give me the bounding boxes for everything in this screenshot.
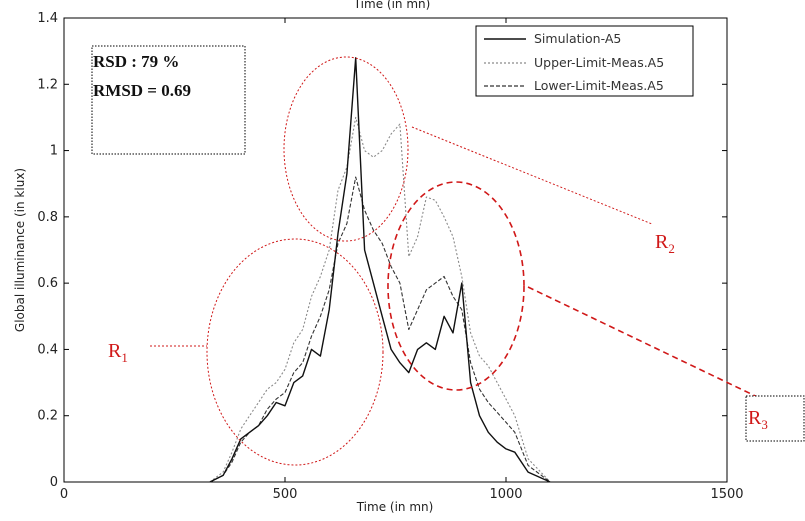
region-r3-subscript: 3 [761, 417, 768, 432]
series-layer [209, 57, 551, 483]
x-tick-label: 500 [273, 487, 298, 502]
region-r2-leader [411, 126, 653, 225]
region-annotations: R1 R2 R3 [108, 56, 805, 466]
x-axis-title: Time (in mn) [356, 500, 434, 514]
chart-title: Time (in mn) [353, 0, 431, 11]
region-r2-subscript: 2 [668, 241, 675, 256]
axis-ticks: 0 500 1000 1500 0 0.2 0.4 0.6 0.8 1 1.2 1.4 [37, 11, 743, 502]
rsd-text: RSD : 79 % [93, 52, 179, 71]
legend-label-simulation: Simulation-A5 [534, 31, 621, 46]
y-tick-label: 0.6 [37, 276, 58, 291]
series-line-upper-limit-meas-a5 [209, 116, 551, 483]
y-tick-label: 0.4 [37, 342, 58, 357]
region-r3-letter: R [748, 407, 762, 429]
y-tick-label: 1 [50, 144, 58, 159]
series-line-simulation-a5 [209, 57, 551, 483]
legend: Simulation-A5 Upper-Limit-Meas.A5 Lower-… [475, 25, 694, 97]
rmsd-text: RMSD = 0.69 [93, 81, 191, 100]
stats-box-frame [91, 45, 246, 155]
region-r3-box [745, 395, 805, 442]
y-tick-label: 0 [50, 475, 58, 490]
region-r1-letter: R [108, 340, 122, 362]
stats-box: RSD : 79 % RMSD = 0.69 [91, 45, 246, 155]
region-r3-ellipse [387, 181, 525, 391]
region-r3-label: R3 [748, 407, 768, 432]
series-line-lower-limit-meas-a5 [209, 176, 551, 483]
y-tick-label: 0.2 [37, 409, 58, 424]
region-r2-label: R2 [655, 231, 675, 256]
region-r2-letter: R [655, 231, 669, 253]
legend-label-lower: Lower-Limit-Meas.A5 [534, 78, 664, 93]
region-r1-label: R1 [108, 340, 128, 365]
y-tick-label: 1.2 [37, 77, 58, 92]
legend-label-upper: Upper-Limit-Meas.A5 [534, 55, 664, 70]
x-tick-label: 0 [60, 487, 68, 502]
x-tick-label: 1500 [710, 487, 743, 502]
y-axis-title: Global illuminance (in klux) [13, 168, 27, 332]
region-r3-leader [527, 286, 771, 404]
region-r1-ellipse [206, 238, 384, 466]
x-tick-label: 1000 [489, 487, 522, 502]
y-tick-label: 0.8 [37, 210, 58, 225]
region-r1-subscript: 1 [121, 350, 128, 365]
y-tick-label: 1.4 [37, 11, 58, 26]
region-r2-ellipse [283, 56, 409, 242]
legend-box [475, 25, 694, 97]
